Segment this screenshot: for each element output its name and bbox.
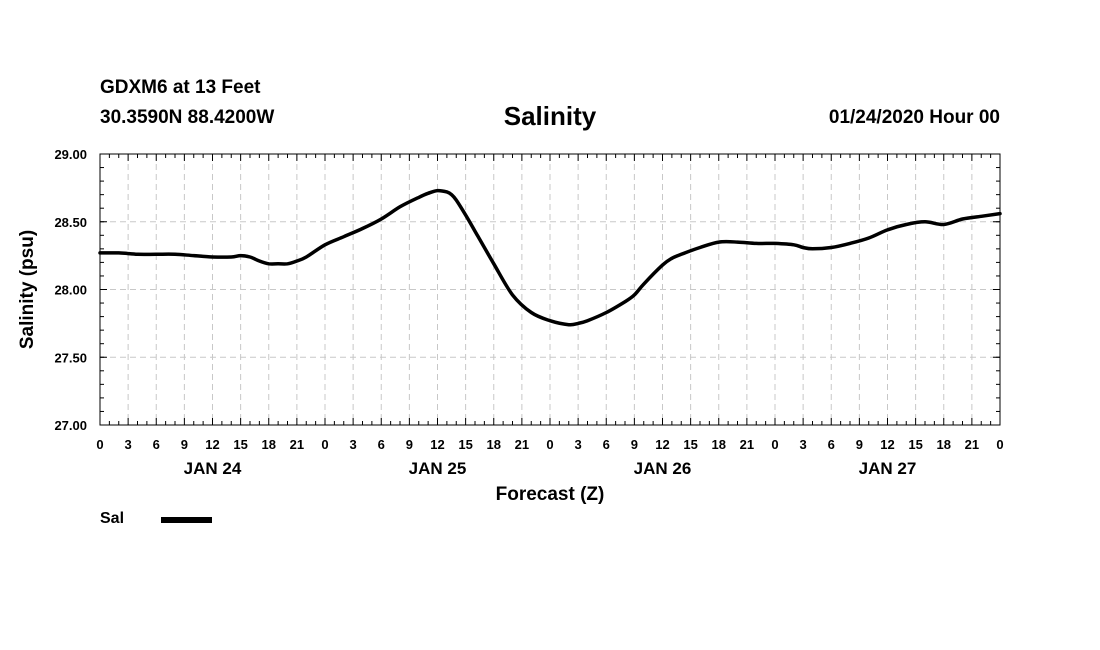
x-tick-label: 6: [603, 437, 610, 452]
x-tick-label: 9: [406, 437, 413, 452]
y-tick-label: 27.00: [54, 418, 87, 433]
x-tick-label: 12: [655, 437, 669, 452]
day-label: JAN 27: [859, 459, 917, 478]
y-tick-label: 27.50: [54, 350, 87, 365]
x-tick-label: 3: [125, 437, 132, 452]
coordinates-label: 30.3590N 88.4200W: [100, 107, 275, 128]
x-tick-label: 3: [575, 437, 582, 452]
x-axis-title: Forecast (Z): [496, 484, 605, 505]
legend-swatch: [161, 517, 212, 523]
x-tick-label: 21: [965, 437, 979, 452]
x-tick-label: 6: [378, 437, 385, 452]
x-tick-label: 12: [880, 437, 894, 452]
x-tick-label: 0: [771, 437, 778, 452]
y-tick-label: 29.00: [54, 147, 87, 162]
x-tick-label: 18: [937, 437, 951, 452]
x-tick-label: 15: [233, 437, 247, 452]
x-tick-label: 21: [290, 437, 304, 452]
day-labels: JAN 24 JAN 25 JAN 26 JAN 27: [184, 459, 917, 478]
x-tick-label: 21: [740, 437, 754, 452]
x-tick-label: 18: [712, 437, 726, 452]
x-tick-label: 18: [487, 437, 501, 452]
chart-title: Salinity: [503, 101, 597, 131]
x-tick-label: 15: [683, 437, 697, 452]
x-tick-label: 6: [828, 437, 835, 452]
x-tick-label: 15: [458, 437, 472, 452]
plot-frame: [99, 153, 1001, 426]
x-tick-label: 9: [856, 437, 863, 452]
day-label: JAN 25: [409, 459, 467, 478]
x-tick-label: 0: [996, 437, 1003, 452]
y-axis-title: Salinity (psu): [17, 230, 38, 349]
x-tick-label: 12: [205, 437, 219, 452]
x-tick-label: 3: [350, 437, 357, 452]
legend-label: Sal: [100, 510, 125, 527]
y-tick-label: 28.00: [54, 283, 87, 298]
day-label: JAN 24: [184, 459, 242, 478]
forecast-datetime: 01/24/2020 Hour 00: [828, 107, 1000, 128]
x-tick-labels: 0 3 6 9 12 15 18 21 0 3 6 9 12 15 18 21 0 3 6 9 12 15 18 21 0 3 6 9…: [96, 437, 1003, 452]
x-tick-label: 0: [96, 437, 103, 452]
x-tick-label: 0: [321, 437, 328, 452]
x-tick-label: 18: [262, 437, 276, 452]
y-tick-labels: 27.00 27.50 28.00 28.50 29.00: [54, 147, 87, 433]
series-line-sal: [98, 188, 1002, 327]
x-tick-label: 9: [181, 437, 188, 452]
day-label: JAN 26: [634, 459, 692, 478]
x-tick-label: 0: [546, 437, 553, 452]
x-tick-label: 15: [908, 437, 922, 452]
station-label: GDXM6 at 13 Feet: [100, 77, 261, 98]
x-tick-label: 12: [430, 437, 444, 452]
x-tick-label: 3: [800, 437, 807, 452]
x-tick-label: 9: [631, 437, 638, 452]
x-tick-label: 6: [153, 437, 160, 452]
x-tick-label: 21: [515, 437, 529, 452]
grid-lines: [100, 154, 1000, 425]
y-tick-label: 28.50: [54, 215, 87, 230]
